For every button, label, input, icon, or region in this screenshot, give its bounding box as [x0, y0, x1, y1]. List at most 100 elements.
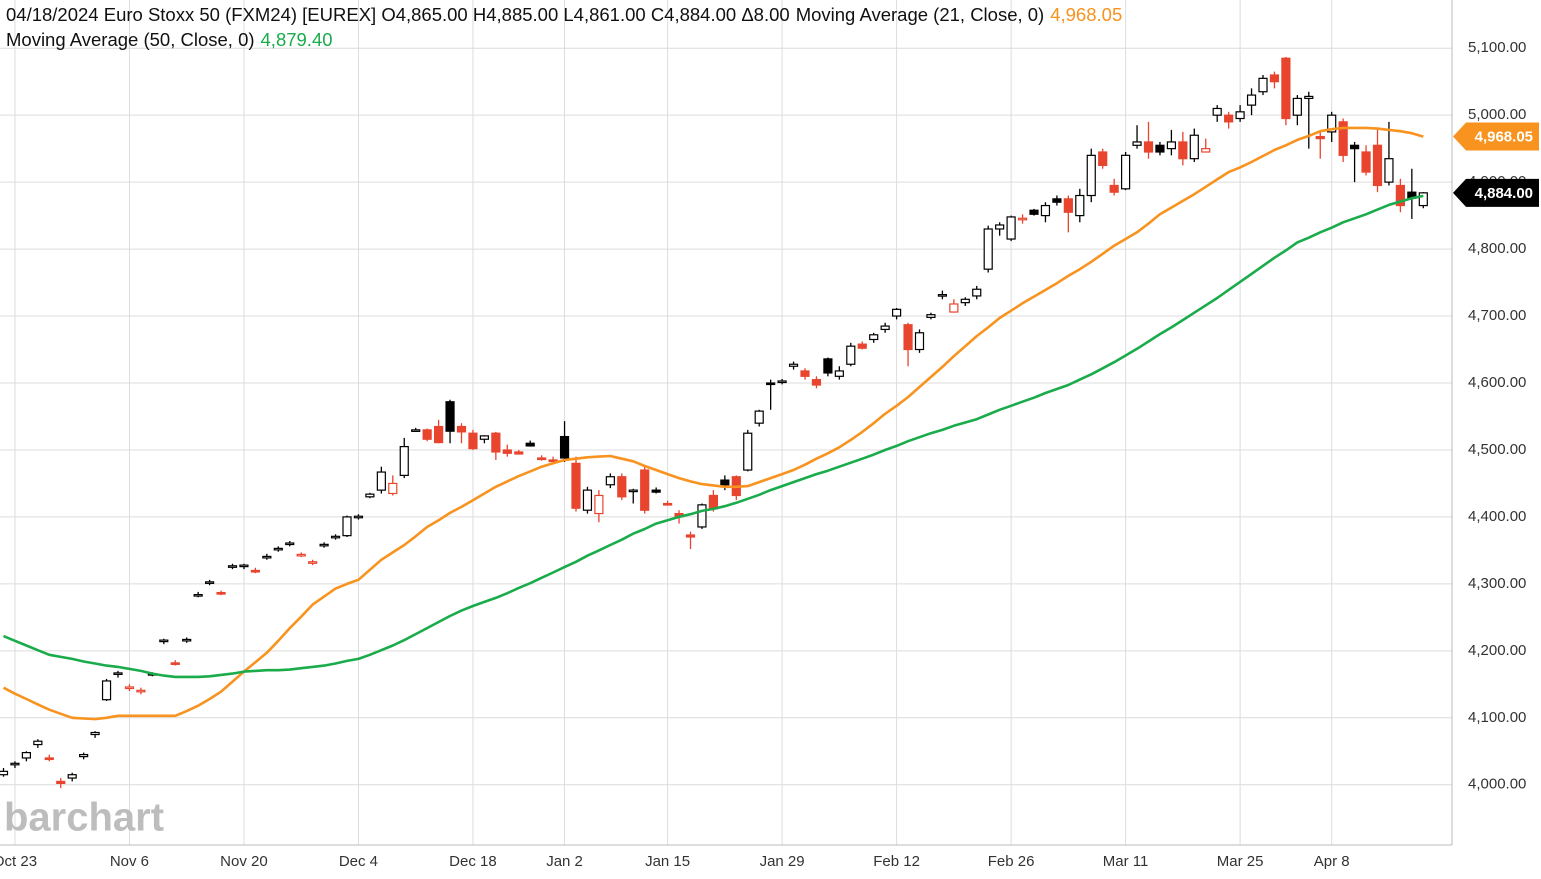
candle-body	[308, 561, 318, 564]
candle-body	[1315, 135, 1325, 140]
candle-body	[1086, 154, 1096, 197]
moving-average-line	[3, 194, 1424, 679]
candle-body	[1269, 74, 1280, 83]
y-tick-label: 4,000.00	[1468, 776, 1526, 793]
candle-body	[1349, 144, 1360, 150]
candle-body	[891, 308, 902, 317]
candle-body	[1052, 198, 1062, 203]
legend-value: 4,879.40	[261, 29, 333, 50]
candle-body	[388, 482, 398, 495]
watermark: barchart	[4, 796, 164, 840]
candle-body	[754, 410, 764, 424]
candle-body	[823, 358, 833, 374]
candle-body	[1235, 111, 1245, 120]
candle-body	[514, 451, 524, 455]
candle-body	[1418, 192, 1428, 207]
candle-body	[90, 731, 100, 736]
y-tick-label: 5,000.00	[1468, 106, 1526, 123]
candle-body	[628, 489, 638, 493]
candle-body	[1075, 194, 1085, 217]
candle-body	[376, 471, 386, 491]
candle-body	[571, 462, 581, 509]
candle-body	[262, 555, 272, 559]
candle-body	[365, 493, 375, 498]
candle-body	[983, 228, 993, 270]
candle-body	[1143, 141, 1154, 153]
y-tick-label: 4,800.00	[1468, 240, 1526, 257]
x-tick-label: Feb 26	[988, 853, 1035, 870]
candle-body	[1166, 141, 1177, 150]
candle-body	[1327, 114, 1337, 133]
candle-body	[914, 332, 925, 351]
moving-average-line	[2, 126, 1424, 721]
candle-body	[491, 432, 501, 453]
candle-body	[285, 542, 295, 546]
candle-body	[949, 303, 959, 313]
candle-body	[743, 432, 753, 471]
candle-body	[1017, 217, 1028, 221]
price-badge-label: 4,968.05	[1475, 129, 1533, 146]
candle-body	[582, 489, 593, 511]
candle-body	[617, 476, 627, 498]
candle-body	[273, 547, 283, 551]
candle-body	[1132, 141, 1142, 146]
candle-body	[56, 780, 66, 784]
candle-body	[1178, 141, 1188, 160]
candle-body	[1120, 154, 1131, 190]
candle-body	[937, 294, 948, 297]
price-badge	[1453, 178, 1539, 207]
candle-body	[685, 534, 696, 538]
candle-body	[113, 672, 123, 676]
price-badge	[1453, 122, 1539, 151]
candle-body	[1040, 204, 1051, 217]
candle-body	[846, 345, 856, 365]
candle-body	[136, 689, 146, 693]
candle-body	[216, 591, 226, 595]
candle-body	[640, 469, 650, 511]
candle-body	[834, 370, 844, 377]
candle-body	[124, 686, 135, 690]
candle-body	[995, 224, 1005, 230]
candle-body	[456, 425, 467, 433]
candle-body	[1189, 134, 1199, 160]
candle-body	[880, 325, 890, 331]
candle-body	[434, 425, 444, 444]
candle-body	[1361, 151, 1371, 173]
candle-body	[193, 593, 203, 597]
candle-body	[502, 449, 512, 454]
candle-body	[79, 754, 89, 758]
candle-body	[1029, 209, 1039, 215]
header-text: 04/18/2024 Euro Stoxx 50 (FXM24) [EUREX]…	[6, 4, 790, 25]
candle-body	[1098, 151, 1108, 166]
candle-body	[445, 401, 455, 432]
candle-body	[708, 494, 719, 510]
candle-body	[800, 370, 810, 377]
candle-body	[1246, 94, 1257, 106]
legend-value: 4,968.05	[1050, 4, 1122, 25]
candle-body	[342, 516, 352, 537]
candle-body	[250, 569, 260, 573]
candle-body	[766, 382, 776, 386]
candle-body	[662, 502, 673, 506]
header: Moving Average (50, Close, 0) 4,879.40	[6, 29, 333, 50]
candle-body	[594, 494, 604, 515]
x-tick-label: Dec 18	[449, 853, 497, 870]
candle-body	[330, 535, 341, 539]
y-tick-label: 4,700.00	[1468, 307, 1526, 324]
candle-body	[1304, 95, 1314, 100]
candle-body	[44, 757, 54, 761]
candle-body	[1338, 121, 1348, 156]
y-tick-label: 5,100.00	[1468, 39, 1526, 56]
x-tick-label: Oct 23	[0, 853, 37, 870]
y-tick-label: 4,400.00	[1468, 508, 1526, 525]
candle-body	[422, 429, 432, 440]
header: 04/18/2024 Euro Stoxx 50 (FXM24) [EUREX]…	[6, 4, 1122, 25]
legend-name: Moving Average (50, Close, 0)	[6, 29, 255, 50]
x-tick-label: Jan 2	[546, 853, 583, 870]
candle-body	[319, 543, 329, 547]
candle-body	[1292, 97, 1302, 116]
candle-body	[869, 334, 879, 341]
x-tick-label: Dec 4	[339, 853, 378, 870]
candle-body	[537, 457, 547, 461]
